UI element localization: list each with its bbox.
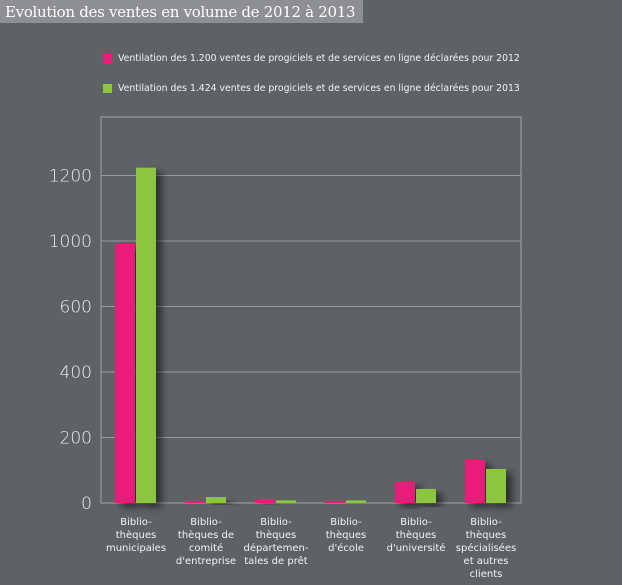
- bar-2012: [255, 499, 275, 503]
- bar-2012: [325, 501, 345, 504]
- y-tick-label: 1200: [49, 167, 92, 187]
- legend-swatch-2013: [103, 84, 112, 93]
- bar-2013: [276, 500, 296, 503]
- bar-2012: [115, 243, 135, 503]
- x-tick-label: Biblio-thèques municipales: [105, 517, 167, 554]
- x-tick-label: Biblio-thèques d'université: [386, 517, 446, 554]
- y-tick-label: 600: [60, 298, 92, 318]
- y-tick-label: 200: [60, 429, 92, 449]
- x-tick-label: Biblio-thèques spécialisées et autres clien…: [455, 517, 517, 580]
- x-tick-label: Biblio-thèques départemen-tales de prêt: [243, 517, 309, 567]
- legend-swatch-2012: [103, 54, 112, 63]
- bar-2013: [136, 167, 156, 503]
- bar-2013: [206, 497, 226, 503]
- bar-2012: [185, 501, 205, 504]
- legend-label-2012: Ventilation des 1.200 ventes de progicie…: [118, 53, 520, 64]
- bar-2012: [395, 482, 415, 503]
- x-tick-label: Biblio-thèques d'école: [325, 517, 367, 554]
- y-tick-label: 1000: [49, 232, 92, 252]
- bar-2013: [486, 468, 506, 503]
- bar-2013: [346, 500, 366, 503]
- legend-item-2013: Ventilation des 1.424 ventes de progicie…: [103, 83, 520, 94]
- bar-2012: [465, 460, 485, 503]
- x-tick-label: Biblio-thèques de comité d'entreprise: [175, 517, 237, 567]
- bar-2013: [416, 488, 436, 503]
- legend-label-2013: Ventilation des 1.424 ventes de progicie…: [118, 83, 520, 94]
- chart-title: Evolution des ventes en volume de 2012 à…: [0, 0, 364, 23]
- y-tick-label: 0: [81, 494, 92, 514]
- plot-frame: [100, 116, 522, 504]
- y-tick-label: 400: [60, 363, 92, 383]
- legend-item-2012: Ventilation des 1.200 ventes de progicie…: [103, 53, 520, 64]
